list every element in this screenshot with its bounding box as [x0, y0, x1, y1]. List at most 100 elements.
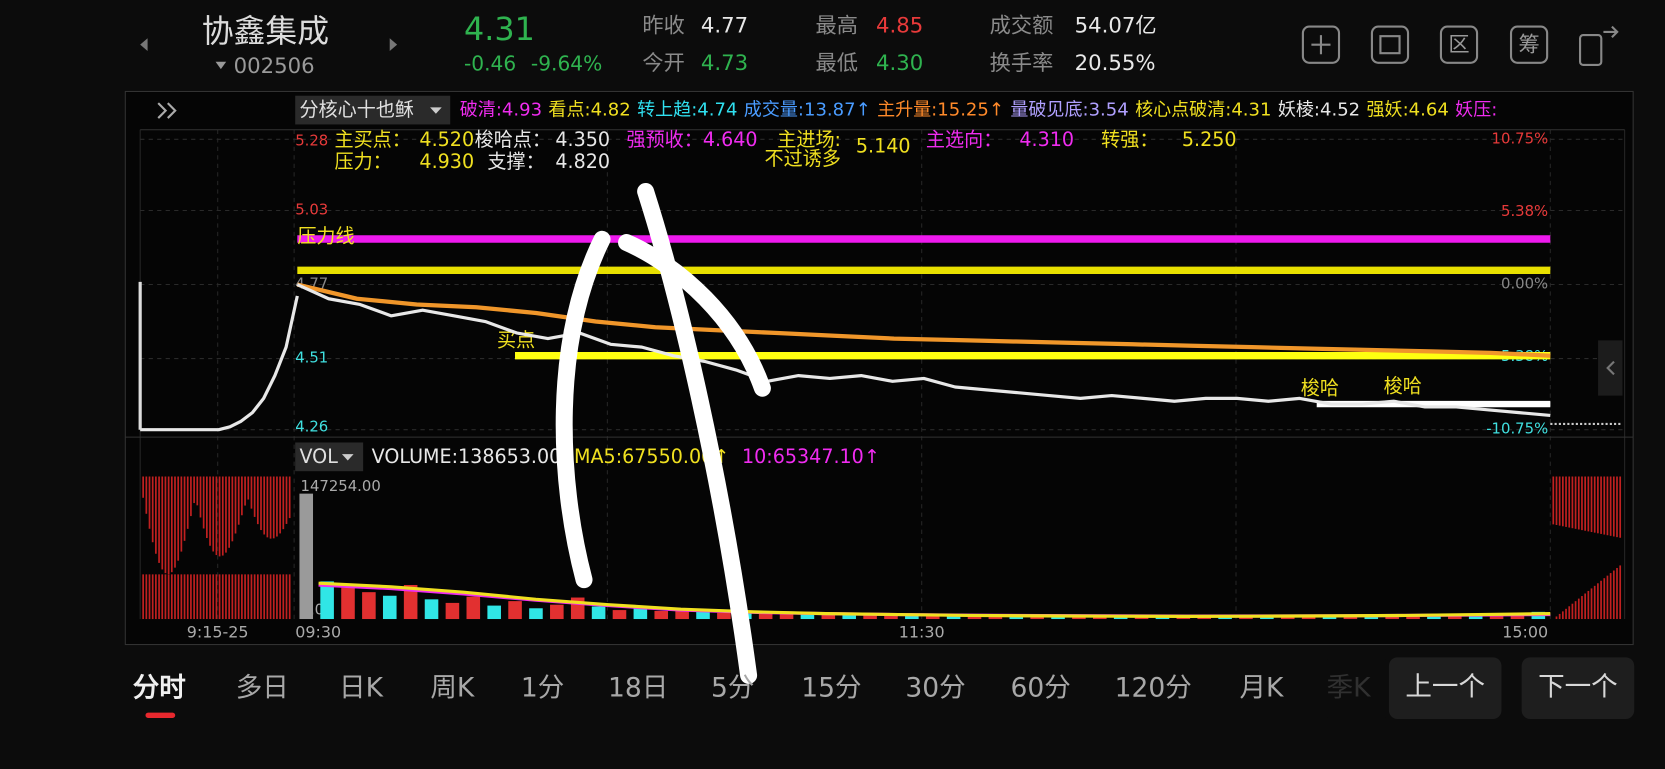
- volume-bar: [1134, 616, 1149, 620]
- time-label: 15:00: [1502, 622, 1548, 641]
- time-axis: 9:15-25 09:30 11:30 15:00: [187, 622, 1548, 641]
- toolbar-label: 筹: [1518, 33, 1539, 58]
- tab[interactable]: 周K: [430, 673, 475, 704]
- time-label: 09:30: [295, 622, 341, 641]
- tab[interactable]: 多日: [236, 673, 289, 704]
- volume-bar: [905, 615, 919, 620]
- nav-button-bg[interactable]: [1388, 657, 1502, 720]
- tab[interactable]: 60分: [1010, 673, 1070, 704]
- tab[interactable]: 1分: [521, 673, 564, 704]
- premarket-bar: [241, 574, 243, 620]
- premarket-bar: [272, 574, 275, 620]
- volume-bar: [633, 608, 648, 620]
- premarket-bar: [237, 476, 240, 525]
- vol-value: VOLUME:138653.00: [372, 445, 562, 468]
- premarket-bar: [180, 574, 183, 620]
- premarket-bar: [212, 574, 215, 620]
- code-dropdown[interactable]: [215, 61, 227, 70]
- price-tick-label: 4.26: [295, 418, 328, 436]
- nav-button-bg[interactable]: [1521, 657, 1635, 720]
- postmarket-bar: [1577, 476, 1580, 530]
- tab[interactable]: 18日: [608, 673, 668, 704]
- tab[interactable]: 分时: [133, 673, 186, 704]
- volume-bar: [842, 615, 856, 620]
- overlay-label: 4.310: [1019, 128, 1074, 151]
- premarket-bar: [256, 476, 259, 525]
- price-change-pct: -9.64%: [531, 51, 602, 75]
- premarket-bar: [231, 476, 234, 542]
- chips-icon[interactable]: [1509, 25, 1549, 64]
- indicator-value: 妖棱:4.52: [1278, 100, 1360, 121]
- volume-ma-line: [318, 581, 1551, 618]
- postmarket-bar: [1600, 476, 1602, 534]
- next-stock-arrow[interactable]: [389, 38, 398, 52]
- premarket-bar: [177, 476, 180, 561]
- postmarket-bar: [1606, 476, 1609, 536]
- postmarket-bar: [1571, 476, 1574, 529]
- premarket-bar: [244, 476, 246, 506]
- postmarket-bar: [1603, 578, 1606, 620]
- premarket-bar: [170, 476, 173, 573]
- premarket-bar: [234, 574, 237, 620]
- postmarket-bar: [1609, 573, 1612, 620]
- premarket-bar: [266, 574, 269, 620]
- tab[interactable]: 120分: [1115, 673, 1192, 704]
- premarket-line: [140, 295, 299, 432]
- premarket-bar: [202, 574, 205, 620]
- price-tick-label: 5.28: [295, 131, 328, 149]
- postmarket-bar: [1606, 575, 1609, 620]
- volume-bar: [675, 609, 689, 620]
- premarket-bar: [196, 476, 199, 506]
- stat-value: 20.55%: [1075, 51, 1156, 76]
- stat-label: 最低: [816, 51, 858, 76]
- volume-bar: [779, 611, 794, 620]
- indicator-selector[interactable]: [295, 95, 451, 125]
- premarket-bar: [202, 476, 205, 529]
- premarket-bar: [260, 476, 262, 531]
- switch-icon[interactable]: [1578, 34, 1603, 66]
- nav-button[interactable]: 下一个: [1538, 672, 1618, 703]
- premarket-bar: [266, 476, 269, 538]
- expand-icon[interactable]: [157, 102, 177, 119]
- postmarket-bar: [1555, 476, 1558, 526]
- nav-button[interactable]: 上一个: [1405, 672, 1485, 703]
- tab[interactable]: 月K: [1240, 673, 1285, 704]
- tab[interactable]: 30分: [905, 673, 965, 704]
- postmarket-bar: [1574, 601, 1577, 620]
- tab[interactable]: 5分: [711, 673, 754, 704]
- volume-bar: [1385, 615, 1399, 620]
- premarket-bar: [155, 476, 157, 554]
- price-chart: 主买点： 4.520 梭哈点： 4.350 强预收：4.640 主进场: 5.140 主选向：…: [138, 128, 1623, 438]
- premarket-bar: [148, 476, 151, 529]
- premarket-bar: [218, 574, 221, 620]
- postmarket-bar: [1590, 588, 1593, 620]
- postmarket-bar: [1597, 583, 1599, 620]
- indicator-values: 破清:4.93 看点:4.82 转上趋:4.74 成交量:13.87↑ 主升量:15.2…: [460, 100, 1498, 121]
- vol-selector[interactable]: [295, 442, 364, 472]
- volume-bar: [988, 616, 1003, 620]
- add-icon[interactable]: [1301, 25, 1341, 64]
- stock-code: 002506: [234, 54, 315, 79]
- handwriting: [555, 182, 771, 684]
- range-icon[interactable]: [1439, 25, 1479, 64]
- tab[interactable]: 日K: [339, 673, 384, 704]
- postmarket-bar: [1600, 580, 1602, 620]
- stat-value: 4.30: [876, 51, 923, 76]
- volume-bar: [821, 613, 836, 620]
- premarket-bar: [206, 574, 208, 620]
- postmarket-bar: [1587, 590, 1590, 620]
- premarket-bar: [288, 574, 291, 620]
- premarket-bar: [164, 476, 167, 574]
- premarket-bar: [167, 574, 170, 620]
- volume-bar: [1051, 616, 1065, 620]
- tab[interactable]: 15分: [801, 673, 861, 704]
- premarket-bar: [247, 574, 250, 620]
- side-handle[interactable]: [1598, 340, 1623, 396]
- indicator-value: 主升量:15.25↑: [877, 100, 1004, 121]
- layout-icon[interactable]: [1370, 25, 1410, 64]
- postmarket-bar: [1619, 476, 1622, 538]
- prev-stock-arrow[interactable]: [140, 38, 148, 52]
- time-label: 11:30: [899, 622, 945, 641]
- premarket-bar: [228, 476, 230, 548]
